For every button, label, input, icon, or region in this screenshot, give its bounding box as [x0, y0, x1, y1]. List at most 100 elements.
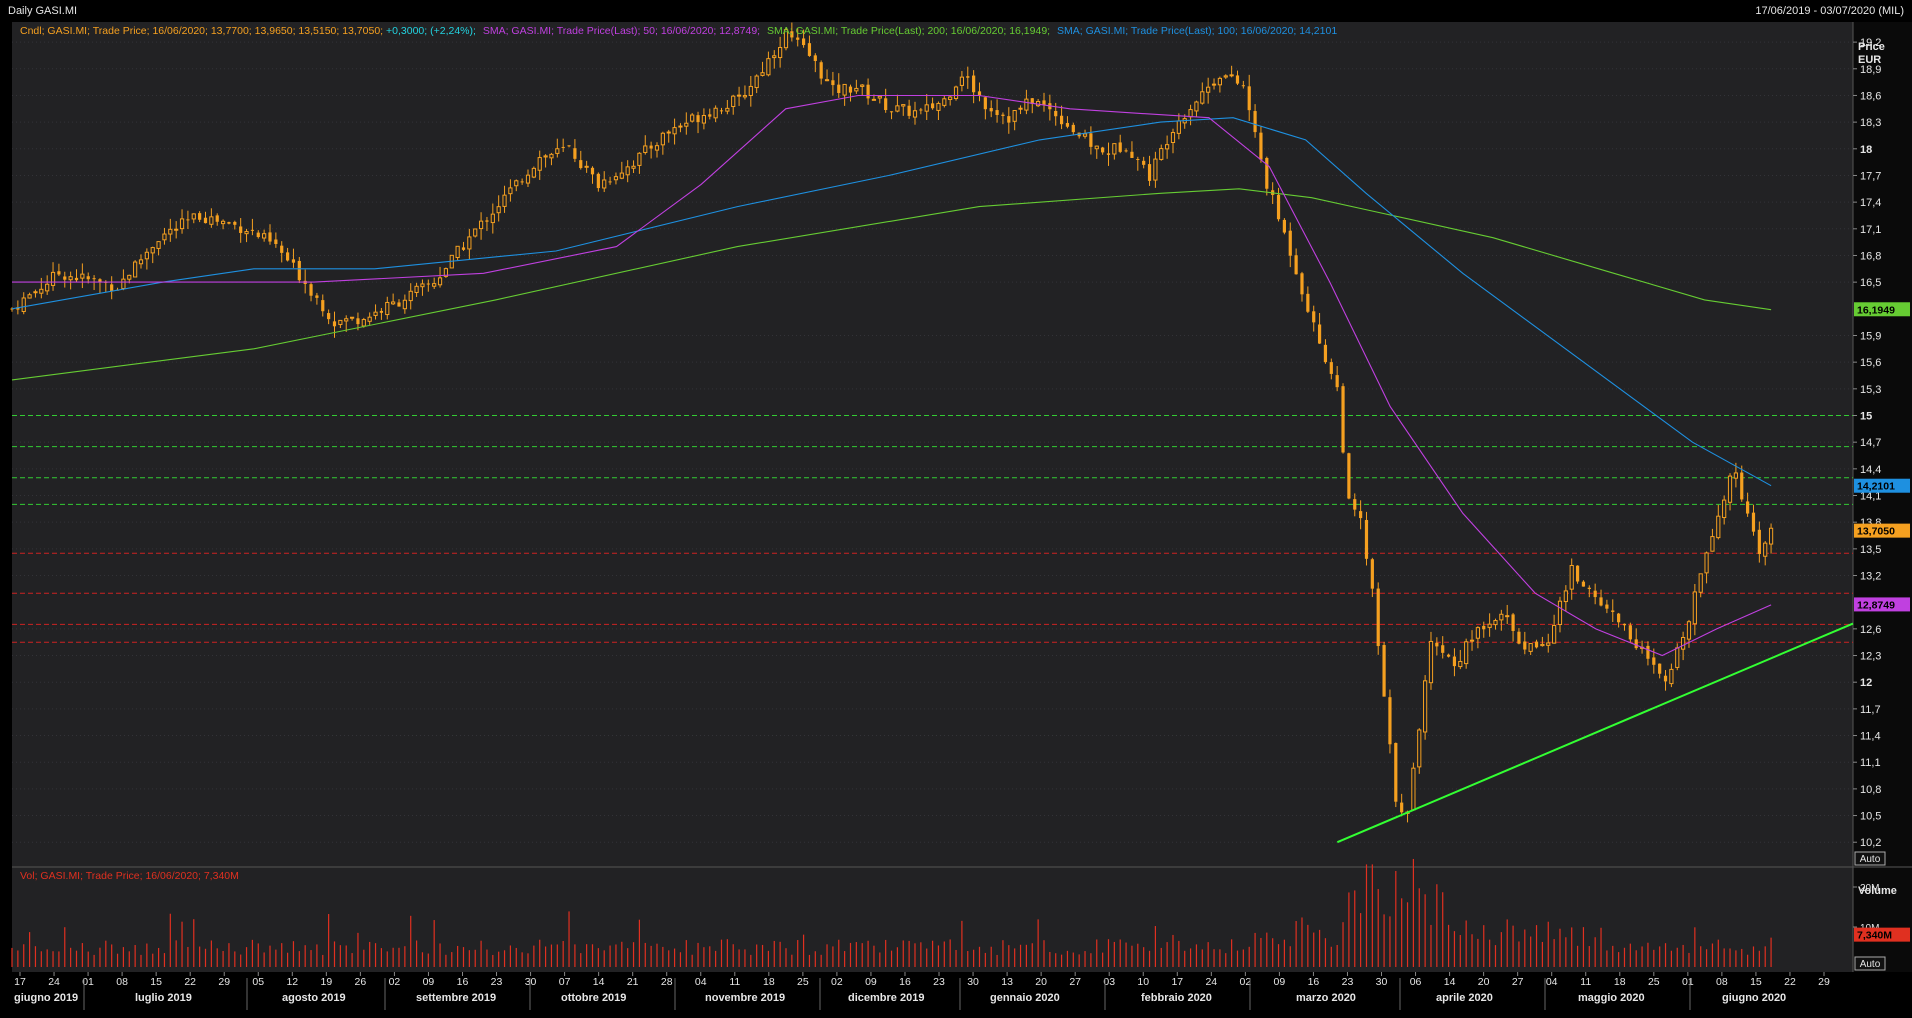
date-tick-label: 13	[1001, 976, 1013, 988]
candle-body-down	[1517, 631, 1521, 644]
candle-body-up	[496, 206, 501, 214]
candle-body-down	[1757, 529, 1761, 555]
candle-body-down	[977, 91, 982, 96]
candle-body-down	[1523, 641, 1527, 650]
date-tick-label: 22	[184, 976, 196, 988]
candle-body-up	[1018, 107, 1023, 110]
date-tick-label: 08	[1716, 976, 1728, 988]
candle-body-up	[144, 251, 149, 260]
candle-body-up	[1417, 729, 1422, 768]
candle-body-down	[1353, 499, 1357, 510]
candle-body-up	[701, 115, 707, 124]
candle-body-up	[1165, 144, 1170, 150]
candle-body-up	[678, 125, 683, 128]
date-tick-label: 02	[1240, 976, 1252, 988]
support-trendline[interactable]	[1336, 622, 1854, 844]
candle-body-down	[1593, 590, 1597, 598]
candle-body-up	[338, 319, 343, 325]
candle-body-down	[1652, 657, 1656, 665]
candle-body-up	[168, 228, 173, 235]
volume-axis-panel[interactable]	[1853, 867, 1912, 972]
candle-body-down	[696, 115, 700, 123]
candle-body-up	[602, 179, 607, 189]
price-tick-label: 10,5	[1860, 811, 1881, 823]
candle-body-up	[1669, 668, 1674, 685]
candle-body-up	[1499, 613, 1504, 621]
price-panel[interactable]	[12, 22, 1853, 867]
price-tick-label: 12,3	[1860, 651, 1881, 663]
candle-body-up	[1211, 83, 1217, 86]
candle-body-down	[1253, 111, 1257, 133]
candle-body-up	[531, 167, 536, 178]
candle-body-down	[1751, 512, 1756, 532]
candle-body-down	[831, 80, 835, 86]
candle-body-down	[1370, 559, 1374, 589]
price-auto-label[interactable]: Auto	[1860, 854, 1881, 865]
candle-body-up	[1170, 132, 1176, 143]
volume-auto-label[interactable]: Auto	[1860, 959, 1881, 970]
candle-body-down	[972, 75, 976, 93]
date-tick-label: 09	[423, 976, 435, 988]
candle-body-up	[1698, 573, 1703, 593]
candle-body-up	[1675, 647, 1680, 668]
candle-body-down	[1658, 663, 1662, 674]
candle-body-up	[1505, 615, 1510, 618]
candle-body-up	[877, 95, 882, 99]
candle-body-up	[1692, 591, 1697, 625]
candle-body-down	[10, 308, 14, 310]
candle-body-up	[1552, 624, 1557, 644]
price-tick-label: 18,9	[1860, 64, 1881, 76]
candle-body-down	[327, 313, 331, 320]
candle-body-up	[1411, 767, 1416, 811]
price-tick-label: 18	[1860, 144, 1872, 156]
date-tick-label: 05	[252, 976, 264, 988]
price-tick-label: 10,2	[1860, 837, 1881, 849]
candle-body-up	[742, 95, 748, 98]
candle-body-down	[63, 276, 67, 280]
candle-body-up	[824, 79, 830, 82]
date-tick-label: 14	[593, 976, 605, 988]
date-tick-label: 25	[797, 976, 809, 988]
candle-body-down	[1452, 656, 1457, 667]
candle-body-down	[1136, 158, 1140, 160]
candle-body-up	[690, 114, 695, 122]
candle-body-up	[133, 261, 138, 278]
price-tick-label: 10,8	[1860, 784, 1881, 796]
candle-body-down	[790, 31, 794, 38]
date-tick-label: 02	[831, 976, 843, 988]
price-tick-label: 15,6	[1860, 357, 1881, 369]
sma100-line	[11, 117, 1772, 487]
price-auto-button[interactable]: Auto	[1854, 851, 1886, 866]
candle-body-up	[21, 297, 26, 313]
price-axis-panel[interactable]	[1853, 22, 1912, 867]
candle-body-up	[736, 94, 742, 97]
candle-body-up	[942, 98, 947, 106]
candle-body-up	[1094, 145, 1099, 150]
candle-body-down	[332, 321, 337, 327]
candle-body-down	[397, 302, 401, 307]
candle-body-up	[1012, 110, 1017, 122]
value-badge	[1854, 597, 1910, 612]
candle-body-down	[1611, 610, 1615, 612]
candle-body-up	[174, 228, 179, 231]
candle-body-down	[837, 84, 841, 93]
date-axis: 17 24 01 08 15 22 29 05 12 19 26 02 09 16 23 30 07 14 21 28…	[14, 972, 1830, 1010]
candle-body-up	[895, 105, 900, 112]
candle-body-down	[590, 167, 595, 175]
volume-auto-button[interactable]: Auto	[1854, 956, 1886, 971]
candle-body-down	[227, 222, 231, 224]
value-badge	[1854, 302, 1910, 317]
date-tick-label: 09	[865, 976, 877, 988]
candle-body-up	[244, 231, 249, 235]
price-tick-label: 11,1	[1860, 757, 1881, 769]
candle-body-down	[1030, 98, 1034, 104]
candle-body-up	[1223, 75, 1228, 78]
date-tick-label: 14	[1444, 976, 1456, 988]
candle-body-down	[1312, 311, 1316, 323]
candle-body-up	[27, 294, 32, 299]
price-tick-label: 14,1	[1860, 491, 1881, 503]
candle-body-down	[1001, 114, 1005, 116]
candle-body-up	[766, 58, 771, 76]
candle-body-up	[150, 247, 155, 254]
